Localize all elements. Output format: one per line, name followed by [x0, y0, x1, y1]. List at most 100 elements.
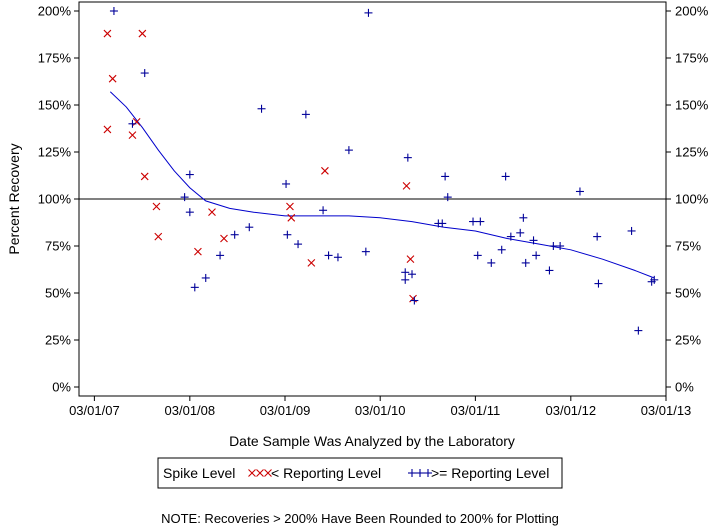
- y-tick-label-right: 200%: [675, 4, 709, 19]
- legend-label-above: >= Reporting Level: [431, 465, 549, 481]
- y-tick-label-right: 50%: [675, 286, 701, 301]
- data-point-above-reporting: [361, 247, 370, 256]
- y-tick-label-right: 125%: [675, 145, 709, 160]
- y-tick-label-right: 0%: [675, 380, 694, 395]
- data-point-above-reporting: [128, 119, 137, 128]
- data-point-above-reporting: [185, 208, 194, 217]
- data-point-above-reporting: [333, 253, 342, 262]
- y-tick-label-left: 75%: [45, 239, 71, 254]
- y-tick-label-left: 25%: [45, 333, 71, 348]
- data-point-above-reporting: [230, 230, 239, 239]
- data-point-below-reporting: [138, 29, 147, 38]
- data-point-above-reporting: [140, 69, 149, 78]
- y-tick-label-right: 25%: [675, 333, 701, 348]
- data-point-below-reporting: [321, 166, 329, 175]
- data-point-below-reporting: [128, 131, 137, 139]
- y-tick-label-left: 150%: [38, 98, 72, 113]
- legend-marker-below: [248, 469, 272, 477]
- data-point-below-reporting: [307, 259, 316, 267]
- y-tick-label-left: 125%: [38, 145, 72, 160]
- data-point-above-reporting: [190, 283, 199, 292]
- data-point-above-reporting: [257, 104, 266, 113]
- legend-title: Spike Level: [163, 465, 235, 481]
- data-point-below-reporting: [108, 74, 117, 83]
- data-point-above-reporting: [501, 172, 510, 181]
- data-point-above-reporting: [476, 217, 485, 226]
- x-tick-label: 03/01/08: [165, 403, 216, 418]
- x-tick-label: 03/01/10: [355, 403, 406, 418]
- footnote: NOTE: Recoveries > 200% Have Been Rounde…: [161, 511, 559, 526]
- data-point-below-reporting: [140, 172, 149, 181]
- y-tick-label-left: 100%: [38, 192, 72, 207]
- data-point-above-reporting: [301, 110, 310, 119]
- x-tick-label: 03/01/07: [69, 403, 120, 418]
- data-point-below-reporting: [220, 234, 228, 243]
- y-tick-label-right: 150%: [675, 98, 709, 113]
- data-point-above-reporting: [441, 172, 450, 181]
- data-point-above-reporting: [497, 245, 506, 254]
- y-axis-left: 0% 25% 50% 75% 100% 125% 150% 175% 200%: [38, 4, 79, 395]
- x-tick-label: 03/01/11: [451, 403, 501, 418]
- legend-marker: [248, 469, 256, 477]
- data-point-below-reporting: [287, 213, 296, 222]
- data-point-above-reporting: [109, 7, 118, 15]
- y-tick-label-left: 200%: [38, 4, 72, 19]
- data-point-above-reporting: [408, 270, 417, 279]
- y-tick-label-right: 175%: [675, 51, 709, 66]
- data-point-above-reporting: [443, 193, 452, 202]
- data-point-below-reporting: [402, 181, 411, 190]
- data-point-below-reporting: [208, 208, 216, 217]
- data-point-above-reporting: [532, 251, 541, 260]
- data-point-below-reporting: [154, 232, 163, 241]
- legend-marker-above: [408, 469, 432, 477]
- data-point-below-reporting: [103, 125, 112, 134]
- data-point-above-reporting: [401, 275, 410, 284]
- data-point-below-reporting: [286, 202, 294, 211]
- data-point-above-reporting: [282, 179, 291, 188]
- x-tick-label: 03/01/09: [260, 403, 311, 418]
- x-axis: 03/01/07 03/01/08 03/01/09 03/01/10 03/01/11…: [69, 396, 691, 418]
- data-point-above-reporting: [529, 236, 538, 245]
- y-tick-label-right: 100%: [675, 192, 709, 207]
- data-point-above-reporting: [201, 273, 210, 282]
- legend-box: [157, 457, 563, 489]
- legend-label-below: < Reporting Level: [271, 465, 381, 481]
- data-point-above-reporting: [593, 232, 602, 241]
- data-point-above-reporting: [410, 296, 419, 305]
- data-point-above-reporting: [549, 242, 558, 250]
- data-point-above-reporting: [185, 170, 194, 179]
- data-point-above-reporting: [627, 226, 636, 235]
- data-point-above-reporting: [319, 206, 328, 215]
- data-point-above-reporting: [545, 266, 554, 275]
- data-point-above-reporting: [487, 258, 496, 267]
- data-point-above-reporting: [364, 8, 373, 17]
- data-point-above-reporting: [294, 240, 303, 249]
- y-tick-label-left: 50%: [45, 286, 71, 301]
- data-point-above-reporting: [403, 153, 412, 162]
- data-point-above-reporting: [283, 230, 292, 239]
- x-axis-label: Date Sample Was Analyzed by the Laborato…: [229, 433, 515, 449]
- data-point-below-reporting: [409, 294, 417, 303]
- data-point-above-reporting: [594, 279, 603, 288]
- data-point-below-reporting: [194, 247, 202, 256]
- data-point-above-reporting: [401, 268, 410, 277]
- data-point-above-reporting: [650, 275, 659, 284]
- data-point-above-reporting: [324, 251, 333, 260]
- legend-marker: [256, 469, 264, 477]
- data-point-above-reporting: [506, 232, 515, 241]
- data-point-above-reporting: [556, 242, 565, 250]
- data-markers: [103, 7, 659, 335]
- data-point-above-reporting: [521, 258, 530, 267]
- x-tick-label: 03/01/13: [641, 403, 692, 418]
- data-point-below-reporting: [152, 202, 161, 211]
- y-axis-label: Percent Recovery: [6, 143, 22, 254]
- data-point-above-reporting: [438, 219, 447, 228]
- trend-line: [109, 91, 655, 279]
- data-point-above-reporting: [180, 193, 189, 202]
- data-point-above-reporting: [245, 223, 254, 232]
- legend-marker: [264, 469, 272, 477]
- data-point-above-reporting: [634, 326, 643, 335]
- data-point-above-reporting: [519, 213, 528, 222]
- x-tick-label: 03/01/12: [546, 403, 597, 418]
